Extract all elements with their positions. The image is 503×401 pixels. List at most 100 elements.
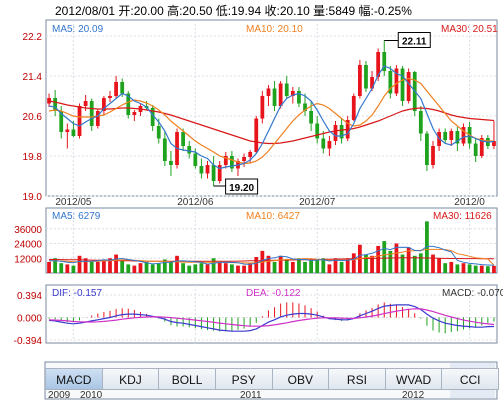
volume-bar xyxy=(485,266,490,273)
volume-bar xyxy=(126,264,131,273)
price-tick-label: 22.2 xyxy=(23,32,43,43)
candle-body xyxy=(181,132,186,146)
volume-bar xyxy=(284,259,289,273)
tab-cci[interactable]: CCI xyxy=(442,368,499,390)
volume-bar xyxy=(102,260,106,273)
volume-bar xyxy=(449,261,454,273)
volume-bar xyxy=(364,254,368,273)
volume-bar xyxy=(400,254,405,273)
ma30-line xyxy=(48,100,495,145)
volume-bar xyxy=(388,250,393,273)
candle-body xyxy=(303,103,307,111)
volume-bar xyxy=(108,258,112,273)
volume-bar xyxy=(236,265,240,273)
candle-body xyxy=(290,91,295,96)
volume-bar xyxy=(479,265,484,273)
tab-rsi[interactable]: RSI xyxy=(329,368,386,390)
volume-bar xyxy=(138,263,143,273)
candle-body xyxy=(126,93,131,115)
candle-body xyxy=(394,68,399,94)
candle-body xyxy=(229,156,234,169)
volume-bar xyxy=(382,241,387,273)
volume-bar xyxy=(467,264,472,273)
volume-bar xyxy=(351,253,356,273)
date-tick-label: 2012/0 xyxy=(454,197,485,208)
candle-body xyxy=(272,88,277,106)
candle-body xyxy=(199,166,204,174)
volume-bar xyxy=(443,263,448,273)
volume-bar xyxy=(53,258,58,273)
candle-body xyxy=(59,111,64,132)
volume-bar xyxy=(297,258,301,273)
volume-tick-label: 24000 xyxy=(14,240,42,251)
navigator-year-label: 2009 xyxy=(48,390,71,401)
volume-bar xyxy=(217,261,222,273)
volume-bar xyxy=(345,258,350,273)
volume-bar xyxy=(315,259,320,273)
volume-bar xyxy=(95,261,100,273)
volume-bar xyxy=(492,265,496,273)
volume-bar xyxy=(290,261,295,273)
candle-body xyxy=(284,83,289,96)
volume-bar xyxy=(181,263,186,273)
volume-bar xyxy=(248,263,253,273)
navigator-year-label: 2010 xyxy=(80,390,103,401)
tab-psy[interactable]: PSY xyxy=(215,368,273,390)
indicator-tabs: MACD KDJ BOLL PSY OBV RSI WVAD CCI xyxy=(45,368,499,390)
navigator-year-label: 2012 xyxy=(402,390,425,401)
candle-body xyxy=(223,156,228,165)
candle-body xyxy=(443,132,448,140)
tab-boll[interactable]: BOLL xyxy=(159,368,216,390)
candle-body xyxy=(297,91,301,104)
volume-bar xyxy=(229,264,234,273)
candle-body xyxy=(242,157,246,161)
candle-body xyxy=(473,143,478,156)
volume-bar xyxy=(150,264,155,273)
volume-bar xyxy=(376,245,381,273)
candle-body xyxy=(425,133,429,165)
tab-obv[interactable]: OBV xyxy=(272,368,330,390)
candle-body xyxy=(431,146,435,165)
candle-body xyxy=(321,138,326,149)
ohlc-summary: 2012/08/01 开:20.00 高:20.50 低:19.94 收:20.… xyxy=(55,4,412,18)
ma5-legend: MA5: 20.09 xyxy=(52,24,104,35)
volume-bar xyxy=(412,255,417,273)
volume-bar xyxy=(473,265,478,273)
ma5-line xyxy=(48,65,495,170)
candle-body xyxy=(364,65,368,89)
volume-bar xyxy=(162,259,167,273)
low-marker-label: 19.20 xyxy=(229,183,254,194)
volume-ma5-legend: MA5: 6279 xyxy=(52,211,101,222)
candle-body xyxy=(376,52,381,77)
volume-bar xyxy=(71,265,76,273)
dea-line xyxy=(48,308,495,327)
volume-bar xyxy=(254,257,259,273)
candle-body xyxy=(260,96,265,119)
candle-body xyxy=(254,118,259,152)
volume-bar xyxy=(321,258,326,273)
macd-tick-label: 0.394 xyxy=(17,291,42,302)
tab-kdj[interactable]: KDJ xyxy=(102,368,160,390)
volume-bar xyxy=(223,263,228,273)
macd-tick-label: 0.000 xyxy=(17,314,42,325)
navigator-year-label: 2011 xyxy=(240,390,262,401)
tab-macd[interactable]: MACD xyxy=(45,368,103,390)
volume-bar xyxy=(205,264,210,273)
candle-body xyxy=(150,108,155,126)
macd-tick-label: -0.394 xyxy=(14,336,43,347)
price-tick-label: 19.8 xyxy=(23,152,43,163)
candle-body xyxy=(193,153,198,166)
candle-body xyxy=(278,83,283,106)
price-tick-label: 19.0 xyxy=(23,192,43,203)
volume-bar xyxy=(406,247,411,273)
candle-body xyxy=(357,65,362,96)
volume-bar xyxy=(199,263,204,273)
tab-wvad[interactable]: WVAD xyxy=(385,368,443,390)
volume-bar xyxy=(175,255,179,273)
volume-bar xyxy=(272,261,277,273)
volume-bar xyxy=(132,265,137,273)
candle-body xyxy=(162,138,167,161)
candle-body xyxy=(479,138,484,156)
volume-bar xyxy=(333,258,338,273)
